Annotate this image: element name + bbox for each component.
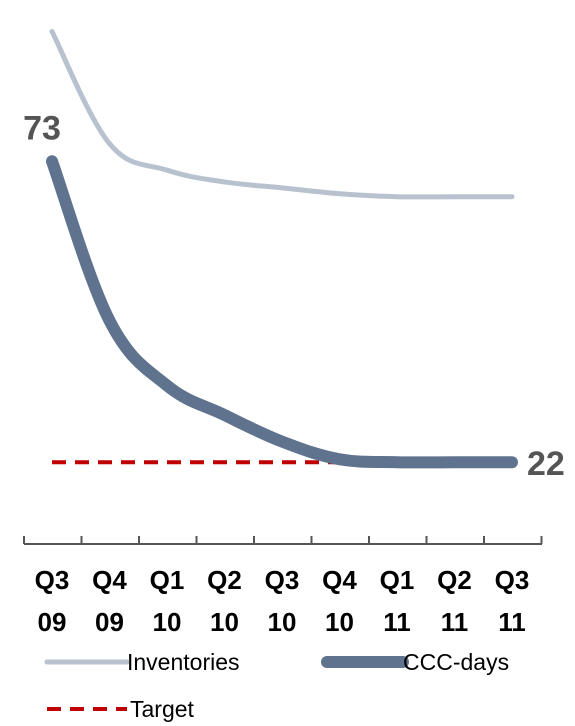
x-tick-label-5: Q4 10 (322, 565, 357, 637)
legend-label-ccc-days: CCC-days (403, 649, 509, 675)
x-tick-label-7: Q2 11 (437, 565, 472, 637)
x-tick-label-6: Q1 11 (380, 565, 415, 637)
data-label-ccc-days-8: 22 (527, 445, 565, 483)
series-lines (46, 29, 518, 469)
x-axis: Q3 09 Q4 09 Q1 10 Q2 10 Q3 10 Q4 10 Q1 11 Q2 11 Q3 11 (23, 536, 543, 637)
data-labels: 73 22 (23, 109, 565, 483)
x-tick-label-4: Q3 10 (265, 565, 300, 637)
legend: Inventories CCC-days Target (44, 649, 509, 722)
data-label-ccc-days-0: 73 (23, 109, 61, 147)
series-line-inventories (49, 29, 515, 200)
x-tick-label-2: Q1 10 (150, 565, 185, 637)
x-tick-label-1: Q4 09 (92, 565, 127, 637)
legend-label-target: Target (130, 696, 195, 722)
x-tick-label-0: Q3 09 (35, 565, 70, 637)
x-tick-label-8: Q3 11 (495, 565, 530, 637)
legend-label-inventories: Inventories (127, 649, 240, 675)
series-line-ccc-days (46, 155, 518, 469)
x-tick-label-3: Q2 10 (207, 565, 242, 637)
